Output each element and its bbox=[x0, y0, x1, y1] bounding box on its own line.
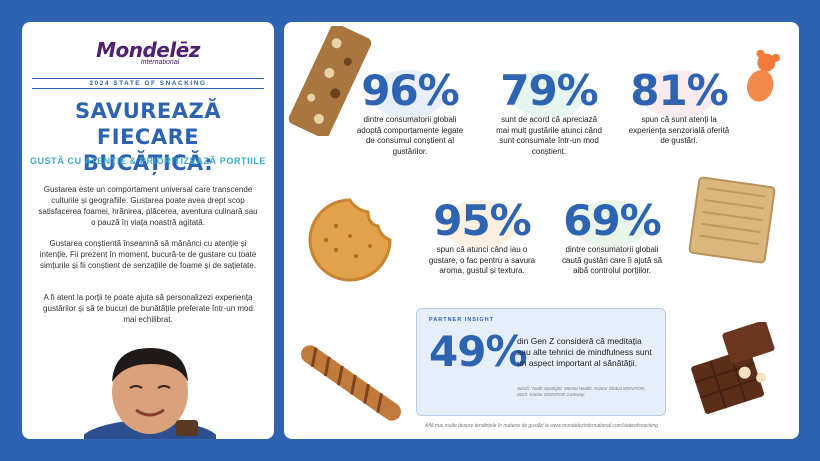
insight-source: Sursă: Youth Spotlight: Mental Health, K… bbox=[517, 386, 646, 397]
gummy-bear-image bbox=[746, 50, 780, 102]
insight-text: din Gen Z consideră că meditația sau alt… bbox=[517, 336, 652, 368]
stat-text: spun că atunci când iau o gustare, o fac… bbox=[428, 245, 536, 275]
report-title: 2024 STATE OF SNACKING bbox=[32, 78, 264, 89]
child-photo bbox=[84, 348, 216, 439]
intro-paragraph: A fi atent la porții te poate ajuta să p… bbox=[43, 293, 253, 324]
footer-link[interactable]: Află mai multe despre tendințele în mate… bbox=[425, 423, 658, 429]
stat-value: 96% bbox=[361, 66, 460, 115]
stat-card: 81% spun că sunt atenți la experiența se… bbox=[624, 66, 734, 147]
stat-card: 69% dintre consumatorii globali caută gu… bbox=[556, 196, 668, 277]
stat-text: spun că sunt atenți la experiența senzor… bbox=[628, 115, 730, 145]
granola-bar-image bbox=[288, 26, 372, 136]
stat-blob bbox=[572, 200, 648, 248]
cracker-round-image bbox=[308, 198, 392, 282]
stat-text: dintre consumatorii globali caută gustăr… bbox=[561, 245, 663, 275]
mondelez-logo: Mondelēz International bbox=[22, 38, 274, 66]
stat-blob bbox=[510, 70, 586, 118]
stat-card: 96% dintre consumatorii globali adoptă c… bbox=[352, 66, 468, 157]
wafer-roll-image bbox=[301, 345, 401, 421]
stats-panel: 96% dintre consumatorii globali adoptă c… bbox=[284, 22, 799, 439]
stat-blob bbox=[640, 70, 716, 118]
square-cracker-image bbox=[688, 176, 776, 264]
stat-value: 79% bbox=[500, 66, 599, 115]
chocolate-image bbox=[691, 322, 775, 414]
stat-card: 95% spun că atunci când iau o gustare, o… bbox=[428, 196, 536, 277]
intro-paragraph: Gustarea este un comportament universal … bbox=[38, 185, 258, 227]
page-title: SAVUREAZĂ FIECARE BUCĂȚICĂ: bbox=[74, 99, 221, 175]
stat-text: dintre consumatorii globali adoptă compo… bbox=[356, 115, 464, 156]
stat-card: 79% sunt de acord că apreciază mai mult … bbox=[496, 66, 602, 157]
brand-name: Mondelēz bbox=[96, 38, 200, 62]
stat-blob bbox=[442, 200, 518, 248]
stat-value: 95% bbox=[433, 196, 532, 245]
partner-insight-box: PARTNER INSIGHT 49% din Gen Z consideră … bbox=[416, 308, 666, 416]
stat-text: sunt de acord că apreciază mai mult gust… bbox=[496, 115, 602, 156]
brand-sub: International bbox=[140, 59, 180, 66]
stat-value: 81% bbox=[630, 66, 729, 115]
insight-label: PARTNER INSIGHT bbox=[429, 317, 495, 323]
stat-blob bbox=[370, 70, 446, 118]
intro-paragraph: Gustarea conștientă înseamnă să mănânci … bbox=[39, 239, 257, 270]
stat-value: 69% bbox=[563, 196, 662, 245]
page-subtitle: GUSTĂ CU ATENȚIE & PRIORITIZEAZĂ PORȚIIL… bbox=[29, 156, 267, 166]
insight-value: 49% bbox=[429, 327, 528, 376]
intro-panel: Mondelēz International 2024 STATE OF SNA… bbox=[22, 22, 274, 439]
